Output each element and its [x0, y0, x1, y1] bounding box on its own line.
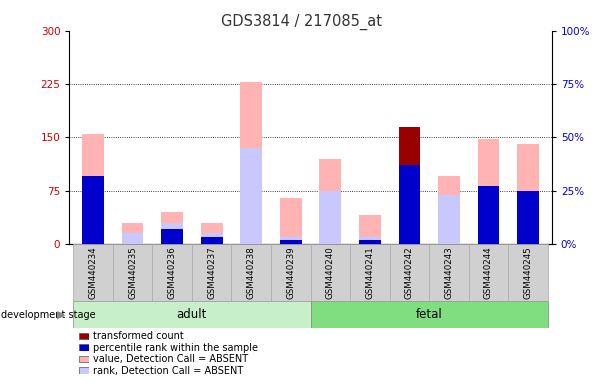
- Text: GSM440244: GSM440244: [484, 247, 493, 300]
- Text: GSM440234: GSM440234: [89, 247, 98, 300]
- Bar: [82, 175, 104, 244]
- Bar: [399, 127, 420, 244]
- Bar: [280, 237, 302, 244]
- Text: GDS3814 / 217085_at: GDS3814 / 217085_at: [221, 13, 382, 30]
- Bar: [74, 244, 113, 301]
- Bar: [161, 212, 183, 244]
- Bar: [438, 176, 460, 244]
- Text: adult: adult: [177, 308, 207, 321]
- Bar: [311, 244, 350, 301]
- Text: GSM440235: GSM440235: [128, 247, 137, 300]
- Bar: [429, 244, 469, 301]
- Bar: [359, 240, 380, 244]
- Bar: [280, 198, 302, 244]
- Bar: [232, 244, 271, 301]
- Bar: [508, 244, 548, 301]
- Bar: [517, 190, 539, 244]
- Bar: [79, 333, 89, 339]
- Bar: [478, 186, 499, 244]
- Bar: [153, 244, 192, 301]
- Text: rank, Detection Call = ABSENT: rank, Detection Call = ABSENT: [93, 366, 244, 376]
- Text: GSM440245: GSM440245: [523, 247, 532, 300]
- Bar: [280, 240, 302, 244]
- Bar: [359, 237, 380, 244]
- Bar: [438, 195, 460, 244]
- Bar: [74, 301, 311, 328]
- Text: ▶: ▶: [57, 310, 65, 320]
- Bar: [517, 144, 539, 244]
- Bar: [390, 244, 429, 301]
- Text: GSM440243: GSM440243: [444, 247, 453, 300]
- Bar: [359, 215, 380, 244]
- Bar: [241, 148, 262, 244]
- Text: fetal: fetal: [416, 308, 443, 321]
- Bar: [478, 139, 499, 244]
- Bar: [478, 186, 499, 244]
- Bar: [241, 82, 262, 244]
- Text: percentile rank within the sample: percentile rank within the sample: [93, 343, 259, 353]
- Text: GSM440237: GSM440237: [207, 247, 216, 300]
- Bar: [350, 244, 390, 301]
- Bar: [79, 344, 89, 351]
- Bar: [271, 244, 311, 301]
- Bar: [192, 244, 232, 301]
- Bar: [79, 367, 89, 374]
- Bar: [399, 165, 420, 244]
- Bar: [320, 159, 341, 244]
- Bar: [82, 134, 104, 244]
- Bar: [201, 223, 223, 244]
- Bar: [122, 233, 144, 244]
- Text: GSM440239: GSM440239: [286, 247, 295, 300]
- Bar: [517, 190, 539, 244]
- Bar: [161, 223, 183, 244]
- Bar: [113, 244, 153, 301]
- Text: GSM440241: GSM440241: [365, 247, 374, 300]
- Bar: [82, 175, 104, 244]
- Text: value, Detection Call = ABSENT: value, Detection Call = ABSENT: [93, 354, 248, 364]
- Bar: [161, 229, 183, 244]
- Bar: [320, 190, 341, 244]
- Bar: [469, 244, 508, 301]
- Text: development stage: development stage: [1, 310, 96, 320]
- Text: transformed count: transformed count: [93, 331, 184, 341]
- Bar: [311, 301, 548, 328]
- Text: GSM440236: GSM440236: [168, 247, 177, 300]
- Text: GSM440242: GSM440242: [405, 247, 414, 300]
- Text: GSM440238: GSM440238: [247, 247, 256, 300]
- Bar: [201, 233, 223, 244]
- Text: GSM440240: GSM440240: [326, 247, 335, 300]
- Bar: [79, 356, 89, 362]
- Bar: [122, 223, 144, 244]
- Bar: [201, 237, 223, 244]
